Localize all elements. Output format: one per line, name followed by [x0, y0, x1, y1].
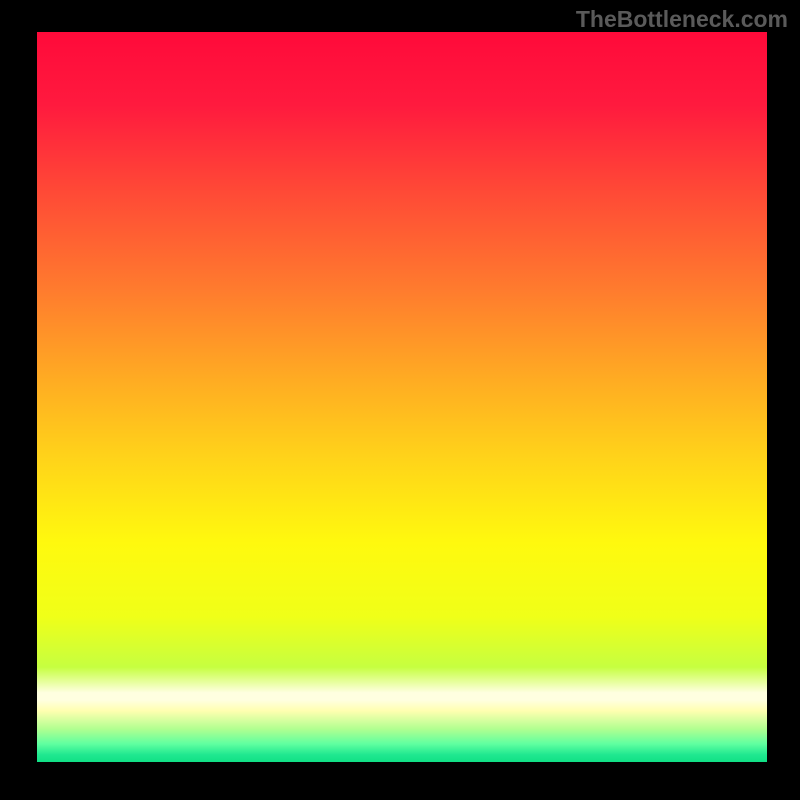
chart-plot-area	[37, 32, 767, 762]
watermark-text: TheBottleneck.com	[576, 6, 788, 33]
gradient-background	[37, 32, 767, 762]
